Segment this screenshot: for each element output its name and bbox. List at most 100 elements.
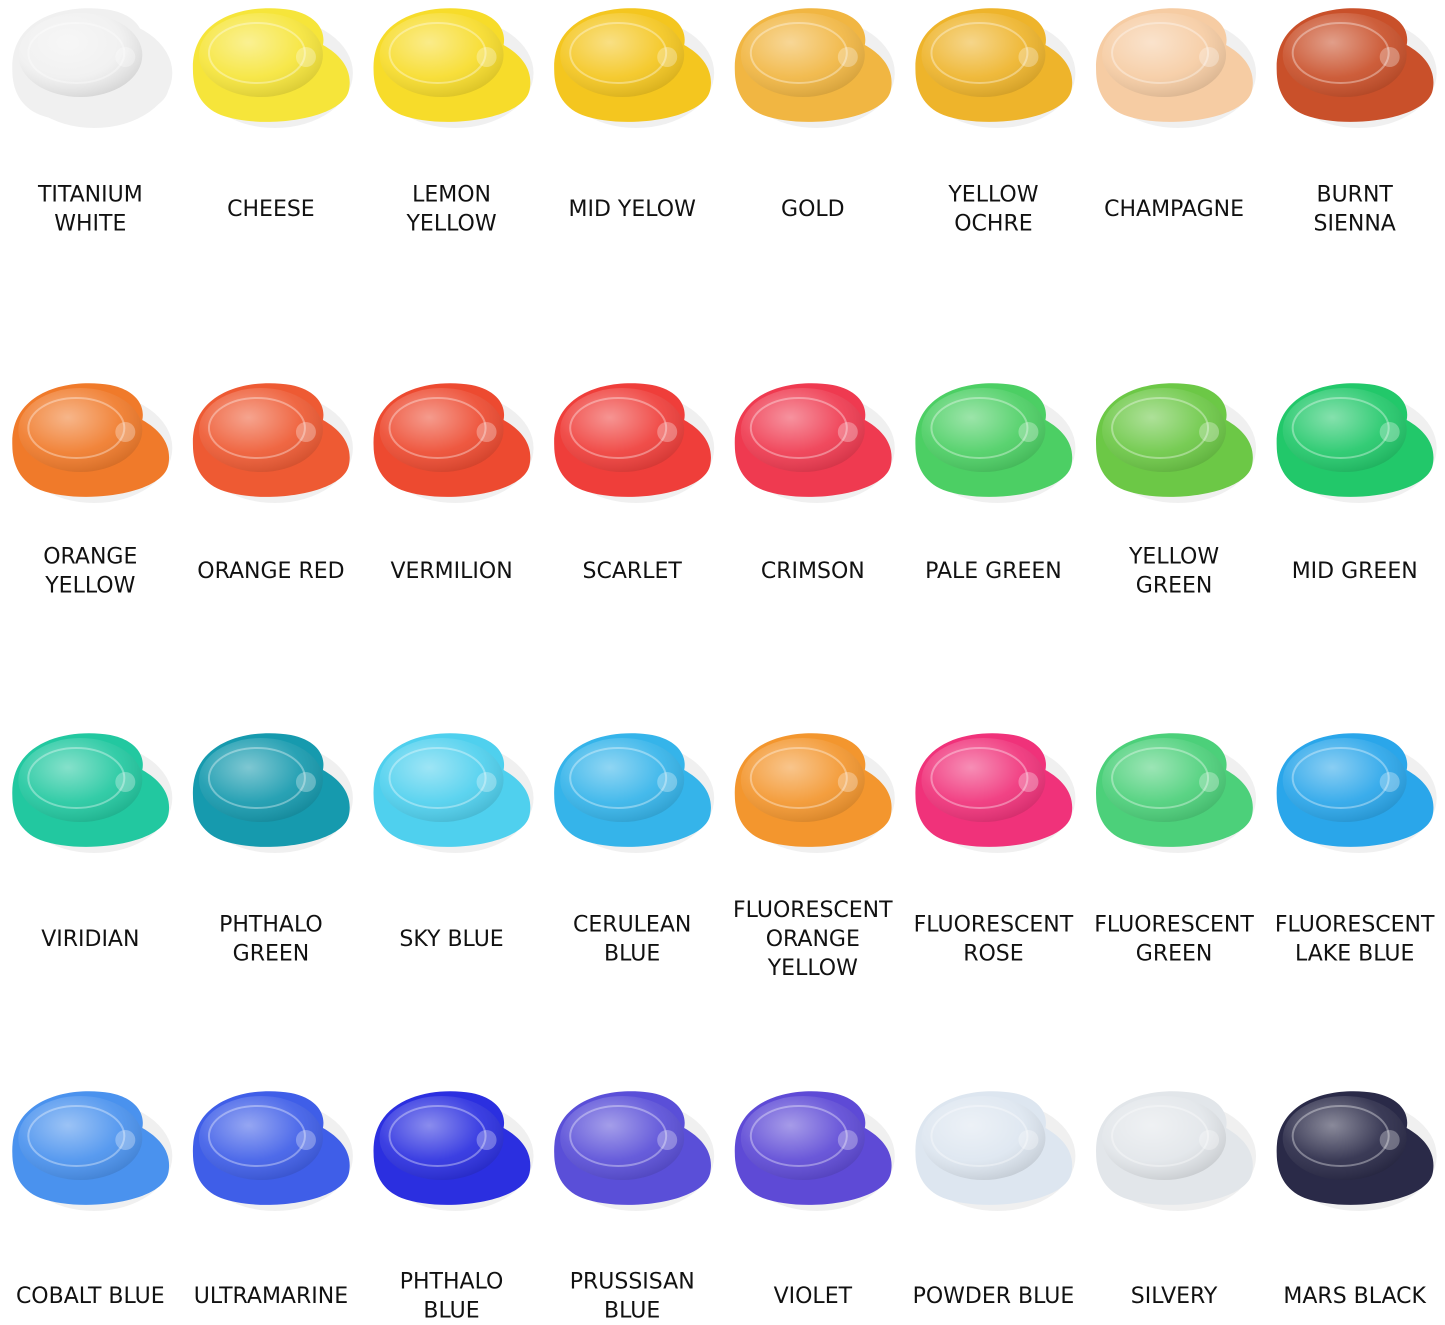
swatch: GOLD — [734, 8, 895, 222]
swatch-label: CRIMSON — [761, 559, 865, 584]
blob-shine — [198, 13, 323, 97]
swatch-label: BURNT — [1316, 183, 1393, 208]
blob-shine — [1102, 738, 1227, 822]
swatch: CHAMPAGNE — [1096, 8, 1257, 222]
swatch-label: PALE GREEN — [925, 559, 1062, 584]
blob-shine — [921, 738, 1046, 822]
blob-drop — [1018, 1130, 1039, 1150]
swatch-label: FLUORESCENT — [914, 913, 1074, 938]
swatch: MID YELOW — [554, 8, 715, 222]
swatch-label: YELLOW — [44, 574, 135, 599]
swatch: BURNT SIENNA — [1276, 8, 1437, 237]
blob-drop — [476, 1130, 497, 1150]
blob-shine — [1102, 13, 1227, 97]
swatch: VIRIDIAN — [12, 733, 173, 952]
blob-shine — [379, 1096, 504, 1180]
blob-shine — [18, 1096, 143, 1180]
blob-rim — [1291, 397, 1390, 459]
blob-rim — [27, 397, 126, 459]
blob-drop — [295, 772, 316, 792]
swatch: VIOLET — [734, 1091, 895, 1309]
swatch: ORANGE YELLOW — [12, 383, 173, 599]
blob-drop — [115, 772, 136, 792]
swatch: CHEESE — [192, 8, 353, 222]
swatch: ULTRAMARINE — [192, 1091, 353, 1309]
blob-shine — [921, 388, 1046, 472]
swatch-label: SKY BLUE — [399, 927, 503, 952]
blob-shine — [379, 13, 504, 97]
blob-shine — [921, 1096, 1046, 1180]
swatch-label: VERMILION — [390, 559, 512, 584]
blob-drop — [476, 772, 497, 792]
swatch-label: POWDER BLUE — [913, 1284, 1075, 1309]
swatch-label: BLUE — [423, 1299, 479, 1324]
blob-shine — [560, 388, 685, 472]
blob-rim — [1111, 747, 1210, 809]
swatch: MID GREEN — [1276, 383, 1437, 584]
swatch: PRUSSISAN BLUE — [554, 1091, 715, 1324]
blob-shine — [1282, 738, 1407, 822]
blob-rim — [749, 22, 848, 84]
swatch-label: VIOLET — [774, 1284, 853, 1309]
swatch: ORANGE RED — [192, 383, 353, 584]
swatch-label: FLUORESCENT — [1275, 913, 1435, 938]
blob-rim — [930, 747, 1029, 809]
blob-drop — [1199, 772, 1220, 792]
swatch-label: PHTHALO — [219, 913, 323, 938]
blob-rim — [207, 1105, 306, 1167]
blob-drop — [295, 1130, 316, 1150]
blob-shine — [740, 388, 865, 472]
blob-drop — [1199, 422, 1220, 442]
swatch-label: YELLOW — [405, 212, 496, 237]
swatch: CRIMSON — [734, 383, 895, 584]
swatch-label: PHTHALO — [400, 1270, 504, 1295]
blob-drop — [657, 422, 678, 442]
blob-shine — [560, 13, 685, 97]
swatch-label: LEMON — [412, 183, 491, 208]
blob-drop — [115, 422, 136, 442]
blob-rim — [27, 747, 126, 809]
swatch-label: YELLOW — [947, 183, 1038, 208]
swatch-label: SIENNA — [1314, 212, 1396, 237]
blob-drop — [1018, 422, 1039, 442]
blob-drop — [115, 47, 136, 67]
blob-rim — [1111, 22, 1210, 84]
blob-drop — [295, 47, 316, 67]
blob-drop — [476, 47, 497, 67]
swatch-label: MID YELOW — [569, 197, 697, 222]
swatch-label: ROSE — [963, 942, 1023, 967]
swatch: YELLOW OCHRE — [915, 8, 1076, 237]
blob-drop — [295, 422, 316, 442]
blob-drop — [1379, 47, 1400, 67]
swatch-label: ORANGE — [43, 545, 137, 570]
blob-shine — [1102, 1096, 1227, 1180]
blob-shine — [740, 13, 865, 97]
blob-rim — [27, 1105, 126, 1167]
swatch-label: CERULEAN — [573, 913, 691, 938]
blob-drop — [837, 47, 858, 67]
swatch: PHTHALO BLUE — [373, 1091, 534, 1324]
blob-rim — [1291, 1105, 1390, 1167]
blob-drop — [1379, 422, 1400, 442]
blob-rim — [930, 22, 1029, 84]
blob-rim — [388, 22, 487, 84]
swatch-label: LAKE BLUE — [1295, 942, 1414, 967]
swatch: CERULEAN BLUE — [554, 733, 715, 967]
swatch-label: ORANGE RED — [197, 559, 344, 584]
blob-shine — [379, 388, 504, 472]
swatch-label: CHEESE — [227, 197, 315, 222]
blob-rim — [569, 1105, 668, 1167]
swatch: MARS BLACK — [1276, 1091, 1437, 1309]
blob-drop — [1199, 47, 1220, 67]
swatch-label: SCARLET — [583, 559, 683, 584]
blob-rim — [749, 397, 848, 459]
swatch-label: COBALT BLUE — [16, 1284, 165, 1309]
swatch: POWDER BLUE — [913, 1091, 1076, 1309]
blob-rim — [388, 747, 487, 809]
swatch-label: ORANGE — [766, 927, 860, 952]
blob-shine — [379, 738, 504, 822]
swatch-label: VIRIDIAN — [41, 927, 139, 952]
swatch-label: PRUSSISAN — [570, 1270, 695, 1295]
blob-shine — [1102, 388, 1227, 472]
swatch-label: GOLD — [781, 197, 845, 222]
